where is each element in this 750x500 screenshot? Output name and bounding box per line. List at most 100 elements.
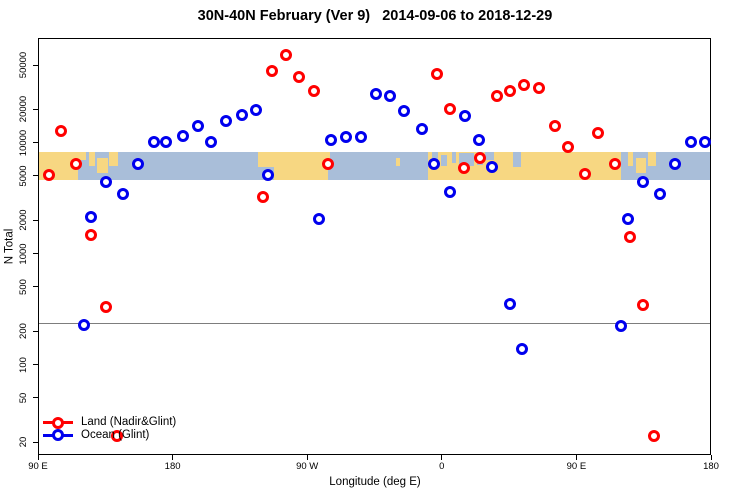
- land-data-point: [457, 162, 470, 175]
- ocean-data-point: [472, 133, 485, 146]
- land-data-point: [266, 65, 279, 78]
- ocean-data-point: [219, 114, 232, 127]
- land-data-point: [578, 168, 591, 181]
- ocean-data-point: [261, 169, 274, 182]
- ocean-data-point: [516, 343, 529, 356]
- reference-line: [39, 323, 710, 325]
- y-tick-mark: [33, 64, 38, 66]
- legend-item-ocean: Ocean (Glint): [41, 429, 241, 442]
- land-segment: [89, 151, 96, 166]
- land-data-point: [548, 120, 561, 133]
- land-data-point: [474, 152, 487, 165]
- land-circle-icon: [52, 416, 64, 429]
- ocean-data-point: [131, 158, 144, 171]
- y-tick-mark: [33, 175, 38, 177]
- x-tick-mark: [172, 455, 174, 460]
- land-segment: [647, 151, 656, 166]
- land-data-point: [504, 84, 517, 97]
- ocean-circle-icon: [52, 429, 64, 441]
- legend-label-land: Land (Nadir&Glint): [81, 416, 177, 428]
- y-tick-mark: [33, 142, 38, 144]
- ocean-data-point: [369, 87, 382, 100]
- land-data-point: [608, 158, 621, 171]
- ocean-data-point: [384, 89, 397, 102]
- legend-label-ocean: Ocean (Glint): [81, 428, 150, 441]
- land-data-point: [308, 84, 321, 97]
- legend-item-land: Land (Nadir&Glint): [41, 416, 241, 429]
- ocean-data-point: [685, 135, 698, 148]
- x-axis-title: Longitude (deg E): [329, 476, 421, 488]
- ocean-data-point: [415, 123, 428, 136]
- land-data-point: [43, 169, 56, 182]
- ocean-data-point: [504, 297, 517, 310]
- ocean-data-point: [312, 212, 325, 225]
- ocean-data-point: [191, 120, 204, 133]
- x-tick-label: 180: [703, 461, 719, 472]
- land-segment: [635, 157, 647, 173]
- y-tick-label: 50000: [18, 51, 29, 79]
- y-tick-mark: [33, 108, 38, 110]
- y-tick-mark: [33, 253, 38, 255]
- land-data-point: [321, 158, 334, 171]
- x-tick-label: 90 E: [28, 461, 48, 472]
- land-data-point: [592, 126, 605, 139]
- land-segment: [627, 151, 634, 166]
- ocean-data-point: [653, 188, 666, 201]
- land-data-point: [279, 48, 292, 61]
- chart-title: 30N-40N February (Ver 9) 2014-09-06 to 2…: [197, 8, 553, 24]
- ocean-data-point: [668, 157, 681, 170]
- y-tick-mark: [33, 397, 38, 399]
- land-segment: [258, 151, 330, 168]
- land-data-point: [70, 158, 83, 171]
- ocean-data-point: [397, 104, 410, 117]
- ocean-notch: [451, 151, 457, 164]
- ocean-data-point: [637, 176, 650, 189]
- x-tick-label: 0: [439, 461, 445, 472]
- ocean-data-point: [339, 131, 352, 144]
- land-data-point: [293, 70, 306, 83]
- ocean-data-point: [622, 212, 635, 225]
- land-data-point: [532, 81, 545, 94]
- land-segment: [109, 151, 118, 166]
- x-tick-mark: [306, 455, 308, 460]
- land-data-point: [110, 430, 123, 443]
- y-tick-mark: [33, 219, 38, 221]
- land-data-point: [517, 78, 530, 91]
- land-data-point: [562, 141, 575, 154]
- ocean-data-point: [249, 104, 262, 117]
- y-tick-mark: [33, 330, 38, 332]
- ocean-data-point: [486, 160, 499, 173]
- land-data-point: [623, 230, 636, 243]
- ocean-data-point: [77, 319, 90, 332]
- ocean-notch: [513, 151, 521, 168]
- ocean-data-point: [85, 210, 98, 223]
- x-tick-mark: [710, 455, 712, 460]
- land-data-point: [647, 430, 660, 443]
- land-series-symbol: [43, 416, 73, 429]
- ocean-data-point: [427, 157, 440, 170]
- land-segment: [427, 151, 621, 180]
- ocean-data-point: [204, 135, 217, 148]
- ocean-data-point: [698, 135, 711, 148]
- ocean-data-point: [100, 176, 113, 189]
- land-data-point: [444, 102, 457, 115]
- ocean-series-symbol: [43, 429, 73, 442]
- ocean-data-point: [354, 130, 367, 143]
- ocean-data-point: [176, 129, 189, 142]
- ocean-data-point: [614, 320, 627, 333]
- y-tick-mark: [33, 286, 38, 288]
- land-segment: [97, 157, 108, 173]
- ocean-data-point: [459, 110, 472, 123]
- land-segment: [273, 167, 328, 180]
- y-axis-label: N Total: [3, 228, 16, 265]
- x-tick-label: 180: [164, 461, 181, 472]
- land-data-point: [100, 300, 113, 313]
- ocean-data-point: [444, 185, 457, 198]
- ocean-data-point: [160, 136, 173, 149]
- land-data-point: [85, 229, 98, 242]
- y-tick-mark: [33, 441, 38, 443]
- ocean-data-point: [148, 135, 161, 148]
- land-data-point: [55, 124, 68, 137]
- x-tick-label: 90 W: [296, 461, 319, 472]
